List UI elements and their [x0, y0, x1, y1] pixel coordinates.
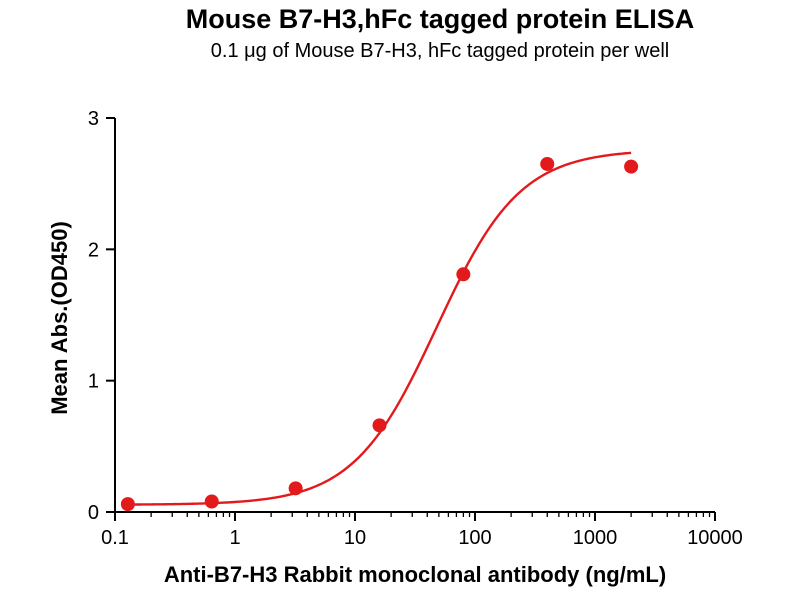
- data-point: [204, 494, 219, 509]
- data-point: [540, 156, 555, 171]
- x-tick-label: 1000: [573, 527, 618, 549]
- x-tick-label: 10: [344, 527, 366, 549]
- chart-title: Mouse B7-H3,hFc tagged protein ELISA: [185, 4, 695, 34]
- y-axis-title: Mean Abs.(OD450): [47, 221, 72, 415]
- data-point: [372, 418, 387, 433]
- y-tick-label: 2: [88, 239, 99, 261]
- x-axis-title: Anti-B7-H3 Rabbit monoclonal antibody (n…: [163, 562, 667, 587]
- x-tick-label: 100: [458, 527, 491, 549]
- data-point: [288, 481, 303, 496]
- data-point: [624, 159, 639, 174]
- fit-curve: [127, 151, 632, 506]
- chart-subtitle: 0.1 μg of Mouse B7-H3, hFc tagged protei…: [210, 40, 670, 62]
- data-point: [120, 497, 135, 512]
- x-tick-label: 10000: [687, 527, 743, 549]
- y-tick-label: 1: [88, 371, 99, 393]
- x-tick-label: 0.1: [101, 527, 129, 549]
- y-tick-label: 0: [88, 502, 99, 524]
- x-tick-label: 1: [229, 527, 240, 549]
- y-tick-label: 3: [88, 108, 99, 130]
- data-point: [456, 267, 471, 282]
